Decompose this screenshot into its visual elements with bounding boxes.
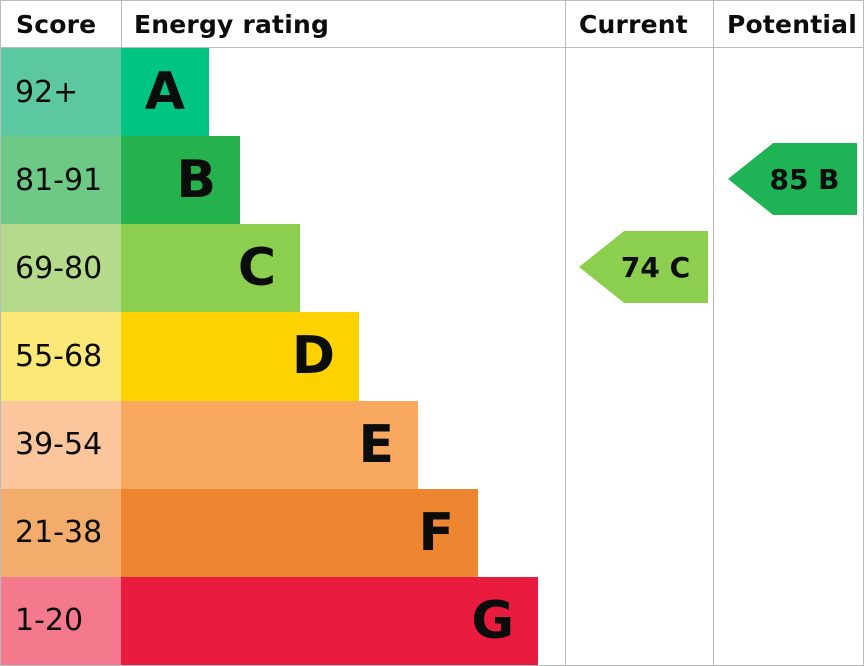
divider-potential-column (713, 1, 714, 665)
rating-bar-e: E (121, 400, 418, 489)
rating-letter-c: C (237, 238, 276, 299)
rating-letter-a: A (144, 62, 185, 123)
rating-bar-f: F (121, 488, 478, 577)
rating-bar-a: A (121, 48, 209, 137)
score-range-c: 69-80 (1, 224, 121, 313)
potential-rating-label: 85 B (769, 162, 840, 196)
score-range-f: 21-38 (1, 488, 121, 577)
score-range-d: 55-68 (1, 312, 121, 401)
chart-header-row: Score Energy rating Current Potential (1, 1, 863, 48)
rating-letter-e: E (358, 414, 394, 475)
header-energy-rating: Energy rating (134, 9, 330, 39)
score-range-b: 81-91 (1, 136, 121, 225)
rating-letter-b: B (176, 150, 216, 211)
header-score: Score (16, 9, 97, 39)
score-range-a: 92+ (1, 48, 121, 137)
rating-bar-c: C (121, 224, 300, 313)
band-row-a: 92+ A (1, 48, 863, 137)
band-row-e: 39-54 E (1, 400, 863, 489)
band-row-d: 55-68 D (1, 312, 863, 401)
header-current: Current (579, 9, 688, 39)
score-range-g: 1-20 (1, 576, 121, 665)
rating-letter-d: D (291, 326, 335, 387)
header-potential: Potential (727, 9, 857, 39)
band-row-g: 1-20 G (1, 576, 863, 665)
rating-bar-b: B (121, 136, 240, 225)
current-rating-label: 74 C (620, 250, 691, 284)
rating-letter-g: G (471, 590, 514, 651)
band-row-b: 81-91 B (1, 136, 863, 225)
divider-score-column (121, 1, 122, 48)
band-row-f: 21-38 F (1, 488, 863, 577)
rating-letter-f: F (418, 502, 454, 563)
rating-bar-g: G (121, 576, 538, 665)
band-row-c: 69-80 C (1, 224, 863, 313)
rating-bar-d: D (121, 312, 359, 401)
score-range-e: 39-54 (1, 400, 121, 489)
band-rows: 92+ A 81-91 B 69-80 C 55-68 D 39-54 (1, 48, 863, 665)
divider-current-column (565, 1, 566, 665)
